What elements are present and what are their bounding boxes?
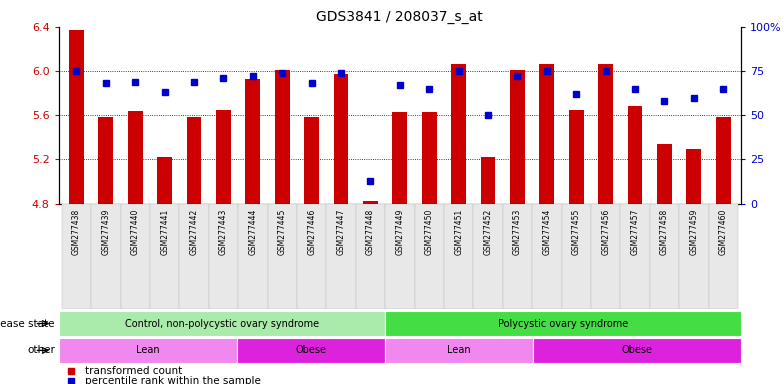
Bar [687,149,701,204]
Text: GSM277452: GSM277452 [484,209,492,255]
Bar [650,204,679,309]
Bar [591,204,620,309]
Bar [452,65,466,204]
Bar [267,204,297,309]
Text: GSM277447: GSM277447 [336,209,346,255]
Text: GSM277445: GSM277445 [278,209,287,255]
Text: Lean: Lean [448,345,471,356]
Bar [385,311,741,336]
Bar [532,204,561,309]
Text: other: other [27,345,55,356]
Bar [128,111,143,204]
Text: Polycystic ovary syndrome: Polycystic ovary syndrome [498,318,628,329]
Text: GSM277457: GSM277457 [630,209,640,255]
Bar [304,118,319,204]
Bar [393,112,407,204]
Bar [59,311,385,336]
Bar [415,204,444,309]
Bar [363,201,378,204]
Text: GSM277453: GSM277453 [513,209,522,255]
Text: percentile rank within the sample: percentile rank within the sample [85,376,260,384]
Bar [474,204,503,309]
Text: GSM277441: GSM277441 [160,209,169,255]
Text: GSM277442: GSM277442 [190,209,198,255]
Text: GSM277456: GSM277456 [601,209,610,255]
Bar [209,204,238,309]
Bar [187,118,201,204]
Bar [238,204,267,309]
Bar [62,204,91,309]
Bar [539,65,554,204]
Title: GDS3841 / 208037_s_at: GDS3841 / 208037_s_at [317,10,483,25]
Text: GSM277455: GSM277455 [572,209,581,255]
Bar [91,204,121,309]
Text: GSM277443: GSM277443 [219,209,228,255]
Text: Obese: Obese [296,345,326,356]
Bar [709,204,738,309]
Bar [326,204,356,309]
Bar [237,338,385,363]
Bar [59,338,237,363]
Bar [533,338,741,363]
Bar [356,204,385,309]
Text: GSM277438: GSM277438 [72,209,81,255]
Bar [99,118,113,204]
Bar [334,74,348,204]
Bar [121,204,150,309]
Text: GSM277460: GSM277460 [719,209,728,255]
Text: GSM277451: GSM277451 [454,209,463,255]
Text: GSM277449: GSM277449 [395,209,405,255]
Bar [275,70,289,204]
Text: GSM277459: GSM277459 [689,209,699,255]
Bar [216,110,230,204]
Bar [481,157,495,204]
Bar [422,112,437,204]
Bar [180,204,209,309]
Bar [510,70,524,204]
Text: GSM277444: GSM277444 [249,209,257,255]
Bar [158,157,172,204]
Bar [385,204,415,309]
Bar [679,204,709,309]
Text: GSM277450: GSM277450 [425,209,434,255]
Text: GSM277446: GSM277446 [307,209,316,255]
Bar [69,30,84,204]
Bar [297,204,326,309]
Bar [503,204,532,309]
Text: GSM277458: GSM277458 [660,209,669,255]
Bar [150,204,180,309]
Text: GSM277454: GSM277454 [543,209,551,255]
Bar [657,144,672,204]
Bar [444,204,474,309]
Text: Lean: Lean [136,345,160,356]
Text: GSM277439: GSM277439 [101,209,111,255]
Text: Control, non-polycystic ovary syndrome: Control, non-polycystic ovary syndrome [125,318,319,329]
Text: GSM277448: GSM277448 [366,209,375,255]
Bar [385,338,533,363]
Bar [561,204,591,309]
Text: Obese: Obese [622,345,652,356]
Bar [569,110,583,204]
Text: transformed count: transformed count [85,366,182,376]
Bar [716,118,731,204]
Bar [628,106,642,204]
Text: disease state: disease state [0,318,55,329]
Text: GSM277440: GSM277440 [131,209,140,255]
Bar [620,204,650,309]
Bar [598,65,613,204]
Bar [245,79,260,204]
